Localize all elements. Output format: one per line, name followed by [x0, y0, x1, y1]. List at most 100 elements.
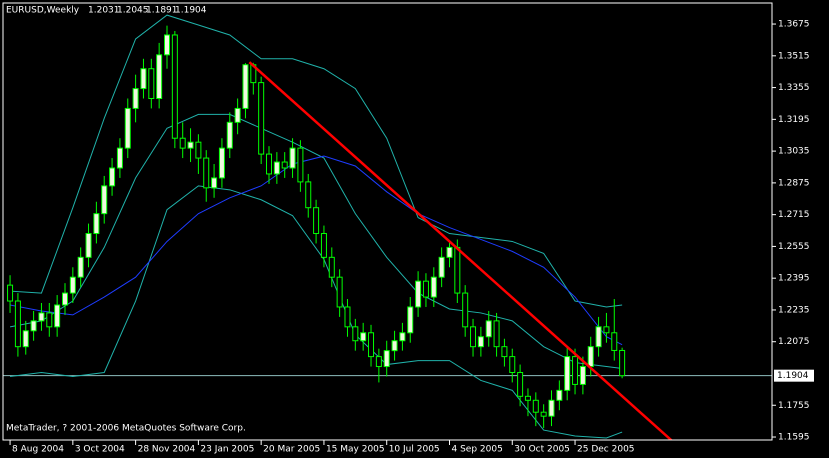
candle-body: [7, 284, 14, 302]
candle-body: [101, 185, 108, 215]
y-tick-label: 1.3515: [778, 51, 810, 61]
y-tick-label: 1.2555: [778, 242, 810, 252]
candle-body: [485, 320, 492, 338]
candle-body: [14, 300, 21, 348]
x-tick-label: 10 Jul 2005: [389, 445, 440, 455]
candle-body: [116, 147, 123, 169]
candle-body: [344, 306, 351, 328]
header-high: 1.2045: [117, 6, 149, 16]
candle-body: [179, 137, 186, 149]
candle-body: [493, 320, 500, 348]
candle-body: [556, 389, 563, 401]
candle-body: [477, 336, 484, 348]
candle-body: [77, 256, 84, 278]
candle-body: [383, 350, 390, 368]
candle-body: [603, 326, 610, 334]
candle-body: [297, 147, 304, 183]
y-tick-label: 1.2235: [778, 305, 810, 315]
candle-body: [140, 68, 147, 90]
candle-body: [93, 213, 100, 235]
candle-body: [470, 326, 477, 348]
candle-body: [462, 292, 469, 328]
y-tick-label: 1.2875: [778, 178, 810, 188]
y-tick-label: 1.1755: [778, 401, 810, 411]
candle-body: [195, 141, 202, 159]
candle-body: [30, 320, 37, 332]
candle-body: [360, 332, 367, 342]
candle-body: [619, 349, 626, 377]
y-tick-label: 1.1595: [778, 433, 810, 443]
candle-body: [38, 312, 45, 322]
x-tick-label: 23 Jan 2005: [200, 445, 254, 455]
y-tick-label: 1.2715: [778, 210, 810, 220]
candle-body: [289, 147, 296, 169]
plot-frame: [2, 2, 773, 441]
candle-body: [266, 153, 273, 175]
candle-body: [438, 256, 445, 278]
y-tick-label: 1.2395: [778, 274, 810, 284]
trendline: [248, 61, 673, 440]
candle-body: [564, 356, 571, 391]
candle-body: [281, 161, 288, 169]
candle-body: [211, 177, 218, 189]
candle-body: [22, 330, 29, 348]
candle-body: [375, 356, 382, 368]
candle-body: [313, 207, 320, 235]
candle-body: [430, 276, 437, 298]
price-label: 1.1904: [777, 371, 809, 381]
candle-body: [242, 64, 249, 109]
candle-body: [572, 356, 579, 385]
candle-body: [156, 54, 163, 100]
candle-body: [273, 161, 280, 175]
candle-body: [587, 346, 594, 368]
bollinger-band: [9, 113, 623, 370]
candle-body: [399, 332, 406, 342]
plot: [3, 14, 772, 440]
candle-body: [305, 181, 312, 209]
candle-body: [258, 82, 265, 155]
candle-body: [61, 292, 68, 306]
candle-body: [548, 399, 555, 417]
x-tick-label: 4 Sep 2005: [451, 445, 502, 455]
candle-body: [226, 121, 233, 149]
candle-body: [171, 34, 178, 139]
candle-body: [124, 107, 131, 149]
candle-body: [524, 395, 531, 401]
header-low: 1.1891: [146, 6, 178, 16]
candle-body: [352, 326, 359, 342]
header-close: 1.1904: [175, 6, 207, 16]
candle-body: [391, 340, 398, 352]
candle-body: [501, 346, 508, 358]
candle-body: [109, 167, 116, 187]
candle-body: [85, 233, 92, 258]
candle-body: [218, 147, 225, 179]
candle-body: [148, 68, 155, 100]
header-open: 1.2031: [88, 6, 120, 16]
candle-body: [517, 371, 524, 397]
candle-body: [164, 34, 171, 56]
chart-title: EURUSD,Weekly: [6, 6, 80, 16]
x-tick-label: 8 Aug 2004: [12, 445, 64, 455]
candle-body: [69, 276, 76, 294]
candle-body: [320, 233, 327, 258]
moving-average: [9, 155, 623, 346]
candle-body: [509, 356, 516, 373]
candle-body: [234, 107, 241, 123]
candle-body: [446, 246, 453, 258]
candle-body: [611, 332, 618, 351]
watermark: MetaTrader, ? 2001-2006 MetaQuotes Softw…: [6, 424, 246, 434]
x-tick-label: 15 May 2005: [326, 445, 385, 455]
candle-body: [454, 246, 461, 294]
y-tick-label: 1.3355: [778, 83, 810, 93]
candle-body: [203, 157, 210, 189]
candle-body: [368, 332, 375, 358]
candle-body: [415, 280, 422, 308]
bollinger-band: [10, 14, 623, 308]
candle-body: [187, 141, 194, 149]
price-label-box: [774, 369, 814, 382]
x-tick-label: 25 Dec 2005: [577, 445, 635, 455]
candle-body: [422, 280, 429, 298]
